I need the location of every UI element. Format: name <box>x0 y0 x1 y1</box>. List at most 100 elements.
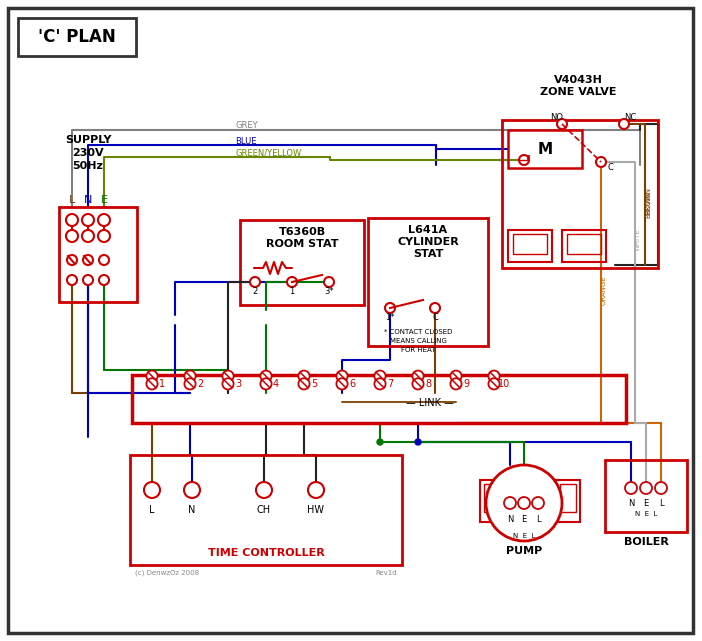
Bar <box>562 230 606 262</box>
Text: N: N <box>628 499 634 508</box>
Circle shape <box>451 378 462 390</box>
Text: GREY: GREY <box>235 122 258 131</box>
Text: L641A: L641A <box>409 225 448 235</box>
Circle shape <box>412 370 423 382</box>
Bar <box>605 460 687 532</box>
Circle shape <box>67 275 77 285</box>
Circle shape <box>415 439 421 445</box>
Text: T6360B: T6360B <box>279 227 326 237</box>
Text: N: N <box>84 195 92 205</box>
Text: E: E <box>643 499 649 508</box>
Circle shape <box>518 497 530 509</box>
Text: ORANGE: ORANGE <box>601 275 607 305</box>
Bar <box>567 234 601 254</box>
Circle shape <box>619 119 629 129</box>
Circle shape <box>147 370 158 382</box>
Circle shape <box>250 277 260 287</box>
Circle shape <box>377 439 383 445</box>
Text: L: L <box>69 195 75 205</box>
Text: 3: 3 <box>235 379 241 389</box>
Bar <box>484 484 500 512</box>
Text: N: N <box>188 505 196 515</box>
Circle shape <box>451 370 462 382</box>
Text: BLUE: BLUE <box>235 137 256 146</box>
Text: GREEN/YELLOW: GREEN/YELLOW <box>235 149 301 158</box>
Bar <box>480 480 504 522</box>
Text: L: L <box>536 515 541 524</box>
Circle shape <box>66 230 78 242</box>
Circle shape <box>287 277 297 287</box>
Circle shape <box>99 275 109 285</box>
Text: 6: 6 <box>349 379 355 389</box>
Circle shape <box>185 378 196 390</box>
Text: HW: HW <box>307 505 324 515</box>
Circle shape <box>374 378 385 390</box>
Text: 4: 4 <box>273 379 279 389</box>
Text: C: C <box>607 163 613 172</box>
Circle shape <box>298 378 310 390</box>
Circle shape <box>256 482 272 498</box>
Circle shape <box>298 370 310 382</box>
Text: ZONE VALVE: ZONE VALVE <box>540 87 616 97</box>
Text: N: N <box>507 515 513 524</box>
Text: C: C <box>432 313 438 322</box>
Text: Rev1d: Rev1d <box>376 570 397 576</box>
Text: CH: CH <box>257 505 271 515</box>
Bar <box>560 484 576 512</box>
Circle shape <box>430 303 440 313</box>
Text: TIME CONTROLLER: TIME CONTROLLER <box>208 548 324 558</box>
Text: 1: 1 <box>159 379 165 389</box>
Bar <box>240 220 364 305</box>
Circle shape <box>67 255 77 265</box>
Text: MEANS CALLING: MEANS CALLING <box>390 338 446 344</box>
Circle shape <box>655 482 667 494</box>
Text: 'C' PLAN: 'C' PLAN <box>38 28 116 46</box>
Text: 7: 7 <box>387 379 393 389</box>
Text: BOILER: BOILER <box>623 537 668 547</box>
Text: 50Hz: 50Hz <box>72 161 103 171</box>
Text: PUMP: PUMP <box>506 546 542 556</box>
Circle shape <box>223 370 234 382</box>
Circle shape <box>260 378 272 390</box>
Circle shape <box>83 255 93 265</box>
Text: NC: NC <box>624 113 636 122</box>
Circle shape <box>83 275 93 285</box>
Circle shape <box>82 230 94 242</box>
Text: FOR HEAT: FOR HEAT <box>401 347 435 353</box>
Bar <box>130 455 402 565</box>
Text: N  E  L: N E L <box>635 511 657 517</box>
Bar <box>556 480 580 522</box>
Circle shape <box>640 482 652 494</box>
Text: L: L <box>658 499 663 508</box>
Circle shape <box>489 378 500 390</box>
Text: N  E  L: N E L <box>512 533 535 539</box>
Circle shape <box>596 157 606 167</box>
Circle shape <box>260 370 272 382</box>
Circle shape <box>412 378 423 390</box>
Circle shape <box>99 255 109 265</box>
Text: 2: 2 <box>197 379 203 389</box>
Circle shape <box>519 155 529 165</box>
Text: 1*: 1* <box>385 313 395 322</box>
Text: ROOM STAT: ROOM STAT <box>266 239 338 249</box>
Circle shape <box>324 277 334 287</box>
Circle shape <box>144 482 160 498</box>
Text: 1: 1 <box>289 288 295 297</box>
Bar <box>18 18 136 56</box>
Bar <box>368 218 488 346</box>
Circle shape <box>532 497 544 509</box>
Text: NO: NO <box>550 113 564 122</box>
Text: — LINK —: — LINK — <box>406 398 454 408</box>
Text: BROWN: BROWN <box>645 187 651 213</box>
Text: STAT: STAT <box>413 249 443 259</box>
Circle shape <box>98 230 110 242</box>
Text: 10: 10 <box>498 379 510 389</box>
Circle shape <box>486 465 562 541</box>
Bar <box>508 130 582 168</box>
Text: E: E <box>522 515 526 524</box>
Text: SUPPLY: SUPPLY <box>65 135 111 145</box>
Text: 3*: 3* <box>324 288 334 297</box>
Text: BROWN: BROWN <box>645 192 651 219</box>
Text: 230V: 230V <box>72 148 104 158</box>
Text: 2: 2 <box>253 288 258 297</box>
